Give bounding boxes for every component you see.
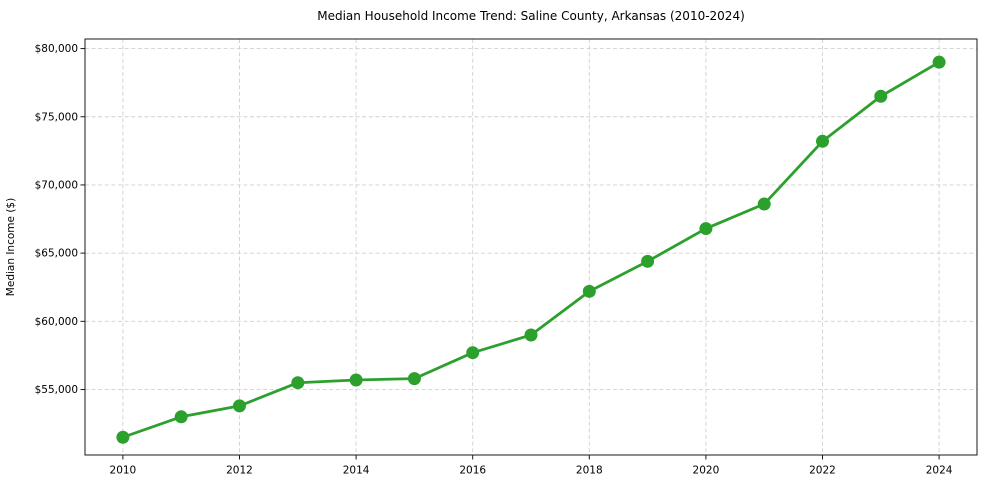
chart-title: Median Household Income Trend: Saline Co… xyxy=(317,9,745,23)
data-point-2016 xyxy=(466,346,480,360)
y-tick-label: $70,000 xyxy=(35,180,78,192)
x-tick-label: 2022 xyxy=(809,465,836,477)
y-tick-label: $60,000 xyxy=(35,316,78,328)
data-point-2022 xyxy=(816,134,830,148)
data-point-2017 xyxy=(524,328,538,342)
x-tick-label: 2012 xyxy=(226,465,253,477)
x-tick-label: 2016 xyxy=(459,465,486,477)
data-point-2024 xyxy=(932,55,946,69)
x-tick-label: 2010 xyxy=(110,465,137,477)
data-point-2018 xyxy=(582,284,596,298)
x-tick-label: 2018 xyxy=(576,465,603,477)
y-tick-label: $80,000 xyxy=(35,43,78,55)
y-tick-label: $65,000 xyxy=(35,248,78,260)
data-point-2011 xyxy=(174,410,188,424)
y-tick-label: $55,000 xyxy=(35,384,78,396)
income-trend-line xyxy=(121,60,941,439)
data-point-2020 xyxy=(699,222,713,236)
data-point-2023 xyxy=(874,89,888,103)
data-point-2014 xyxy=(349,373,363,387)
y-tick-label: $75,000 xyxy=(35,111,78,123)
x-tick-label: 2020 xyxy=(693,465,720,477)
y-axis-label: Median Income ($) xyxy=(5,198,17,296)
data-point-2021 xyxy=(757,197,771,211)
data-point-2010 xyxy=(116,430,130,444)
plot-border xyxy=(84,38,978,456)
data-point-2015 xyxy=(407,372,421,386)
data-point-2019 xyxy=(641,254,655,268)
x-tick-label: 2024 xyxy=(926,465,953,477)
data-point-2012 xyxy=(232,399,246,413)
x-tick-label: 2014 xyxy=(343,465,370,477)
data-point-2013 xyxy=(291,376,305,390)
